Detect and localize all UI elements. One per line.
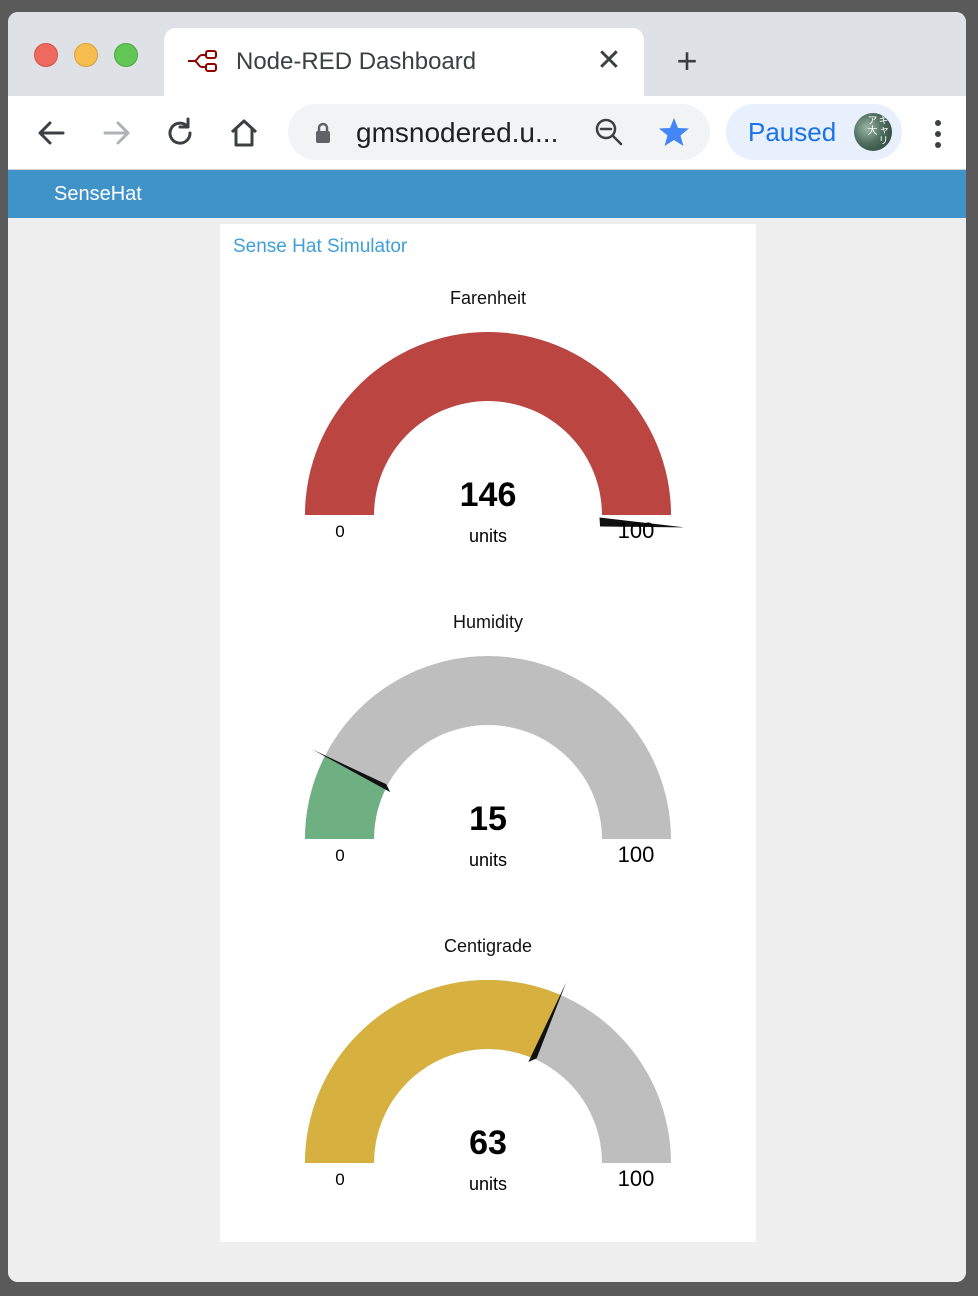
gauge-value: 146: [459, 476, 517, 514]
browser-window: Node-RED Dashboard ✕ + gmsnodered.u...: [8, 12, 966, 1282]
window-close-button[interactable]: [34, 43, 58, 67]
gauge-fill: [305, 332, 671, 515]
browser-titlebar: Node-RED Dashboard ✕ +: [8, 12, 966, 96]
browser-toolbar: gmsnodered.u... Paused キャリア大: [8, 96, 966, 170]
gauge-fill: [305, 979, 561, 1163]
gauge-title: Humidity: [452, 612, 523, 632]
avatar: キャリア大: [854, 113, 892, 151]
address-bar[interactable]: gmsnodered.u...: [288, 104, 710, 160]
dashboard-title: SenseHat: [54, 183, 142, 205]
new-tab-button[interactable]: +: [676, 40, 698, 81]
gauge-value: 15: [469, 800, 507, 838]
home-icon[interactable]: [227, 116, 261, 150]
browser-tab[interactable]: Node-RED Dashboard ✕: [164, 28, 644, 96]
tab-title: Node-RED Dashboard: [236, 48, 477, 75]
gauge-dial: [305, 332, 685, 528]
gauge-min-label: 0: [335, 522, 345, 541]
gauge-max-label: 100: [617, 842, 655, 867]
dashboard-group-card: Sense Hat Simulator Farenheit 146 units …: [220, 224, 756, 1242]
gauge-units: units: [468, 526, 508, 546]
dashboard-header: SenseHat: [8, 170, 966, 218]
reload-icon[interactable]: [163, 116, 197, 150]
gauge-min-label: 0: [335, 846, 345, 865]
zoom-out-icon[interactable]: [594, 117, 624, 147]
avatar-caption: キャリア大: [865, 115, 887, 145]
gauge-title: Centigrade: [443, 936, 533, 956]
gauge-track: [305, 656, 671, 839]
bookmark-star-icon[interactable]: [658, 116, 690, 148]
url-text: gmsnodered.u...: [356, 117, 559, 148]
back-arrow-icon[interactable]: [35, 116, 69, 150]
gauge-dial: [305, 979, 671, 1163]
lock-icon: [316, 122, 330, 143]
group-title: Sense Hat Simulator: [233, 236, 408, 257]
profile-button[interactable]: Paused キャリア大: [726, 104, 902, 160]
gauge-max-label: 100: [617, 1166, 655, 1191]
gauge-value: 63: [469, 1124, 507, 1162]
gauge-dial: [305, 656, 671, 839]
node-red-icon: [188, 50, 217, 72]
gauge-title: Farenheit: [449, 288, 527, 308]
gauge-centigrade: Centigrade 63 units 0 100: [220, 936, 756, 1236]
gauge-max-label: 100: [617, 518, 655, 543]
tab-close-icon[interactable]: ✕: [596, 44, 622, 77]
gauge-farenheit: Farenheit 146 units 0 100: [220, 288, 756, 588]
gauge-min-label: 0: [335, 1170, 345, 1189]
window-maximize-button[interactable]: [114, 43, 138, 67]
browser-menu-icon[interactable]: [928, 118, 948, 150]
forward-arrow-icon[interactable]: [99, 116, 133, 150]
dashboard-content: Sense Hat Simulator Farenheit 146 units …: [8, 218, 966, 1282]
profile-status-label: Paused: [748, 117, 837, 147]
gauge-fill: [305, 755, 387, 839]
window-minimize-button[interactable]: [74, 43, 98, 67]
gauge-units: units: [468, 850, 508, 870]
gauge-needle: [599, 517, 685, 528]
gauge-units: units: [468, 1174, 508, 1194]
gauge-humidity: Humidity 15 units 0 100: [220, 612, 756, 912]
